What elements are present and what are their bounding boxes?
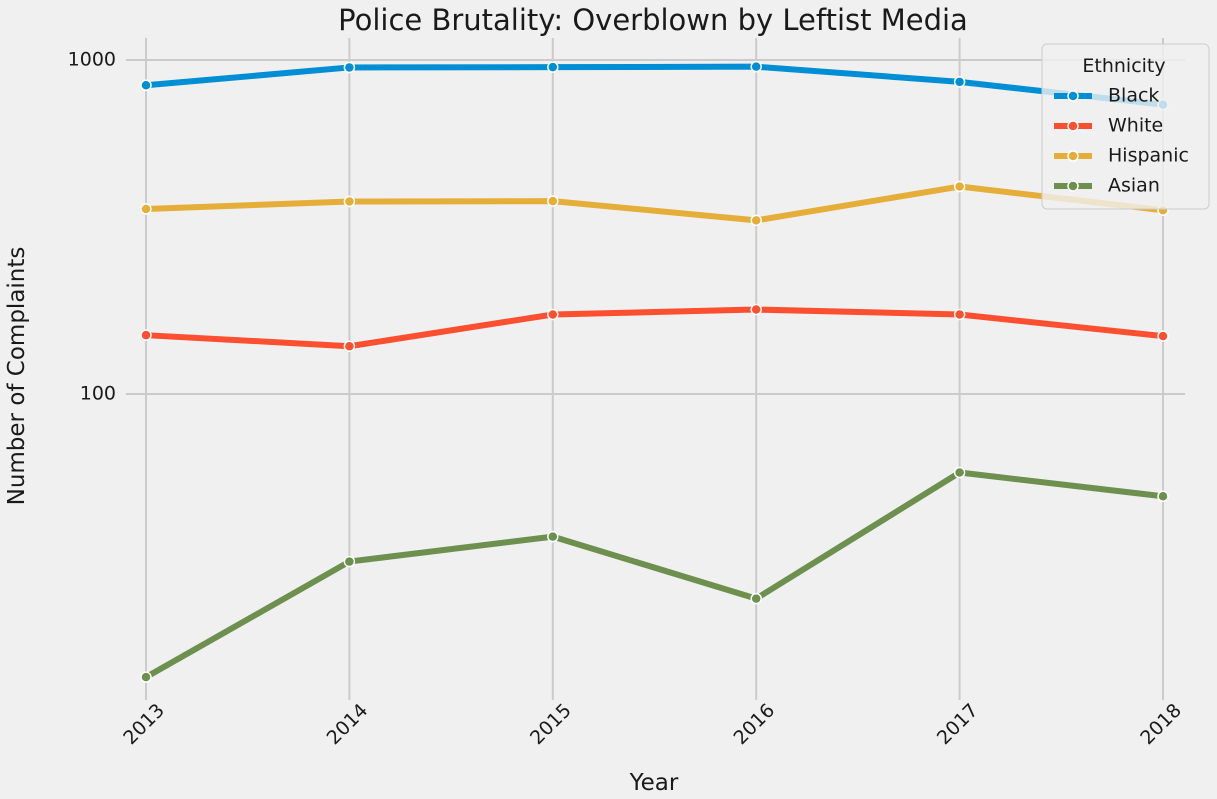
legend-marker-white [1067,120,1079,132]
chart-title: Police Brutality: Overblown by Leftist M… [338,3,968,37]
series-hispanic [140,180,1169,227]
legend-label-asian: Asian [1108,175,1160,197]
legend-items: Black White Hispanic Asian [1054,85,1189,197]
data-point-black [140,79,152,92]
legend-item-white: White [1054,115,1163,137]
series-line-asian [143,469,1166,681]
data-point-black [953,76,966,88]
data-point-white [953,308,966,321]
y-tick-label: 100 [80,383,116,405]
legend-item-asian: Asian [1054,175,1160,197]
data-point-black [750,60,762,73]
data-point-asian [1157,490,1169,503]
series-line-black [143,63,1166,108]
series-white [140,303,1169,352]
data-point-black [343,61,356,74]
data-point-asian [140,671,152,683]
legend: Ethnicity Black White Hispanic Asian [1041,43,1210,210]
series-line-white [143,306,1166,350]
y-tick-label: 1000 [68,49,116,71]
data-point-asian [953,466,966,479]
data-point-black [547,61,559,73]
data-point-hispanic [750,214,762,227]
legend-title: Ethnicity [1082,55,1165,77]
data-point-asian [547,530,559,543]
data-point-white [343,340,356,352]
y-tick-labels: 100 1000 [68,49,116,405]
data-point-hispanic [953,180,966,193]
y-axis-label: Number of Complaints [4,247,30,506]
legend-label-hispanic: Hispanic [1108,145,1189,167]
legend-item-hispanic: Hispanic [1054,145,1189,167]
data-point-hispanic [547,195,559,207]
legend-marker-asian [1067,180,1079,192]
series-line-hispanic [143,183,1166,224]
data-point-hispanic [343,195,356,208]
series-asian [140,466,1169,683]
data-point-white [750,303,762,316]
data-point-white [140,329,152,341]
data-point-white [547,308,559,321]
data-point-hispanic [140,203,152,215]
series-lines [140,60,1169,683]
data-point-asian [750,592,762,605]
data-point-asian [343,555,356,568]
legend-label-white: White [1108,115,1163,137]
legend-marker-black [1067,90,1079,102]
data-point-white [1157,330,1169,342]
x-axis-label: Year [629,770,679,796]
legend-label-black: Black [1108,85,1159,107]
legend-item-black: Black [1054,85,1159,107]
legend-marker-hispanic [1067,150,1079,162]
legend-box [1041,43,1210,210]
